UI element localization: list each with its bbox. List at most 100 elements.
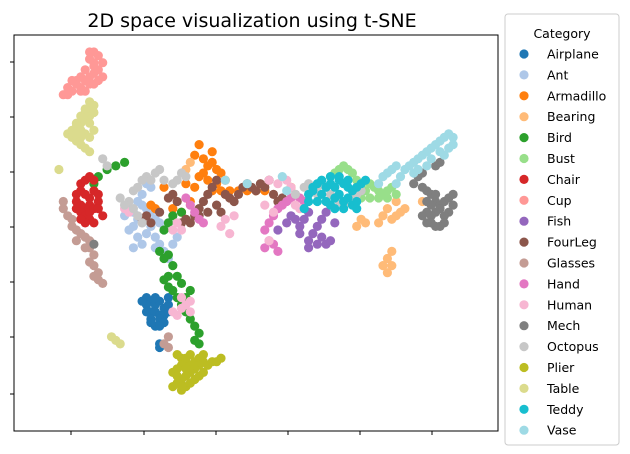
point-fourleg-9 xyxy=(185,218,195,228)
point-fish-7 xyxy=(295,229,305,239)
point-bust-15 xyxy=(391,189,401,199)
legend-marker-glasses xyxy=(519,258,529,268)
legend-items: Airplane Ant Armadillo Bearing Bird Bust Chair… xyxy=(519,47,606,438)
point-armadillo-27 xyxy=(159,182,169,192)
legend-label-airplane: Airplane xyxy=(547,47,599,62)
point-table-29 xyxy=(115,339,125,349)
point-octopus-11 xyxy=(181,172,191,182)
point-fish-6 xyxy=(286,211,296,221)
point-table-26 xyxy=(54,164,64,175)
point-cup-12 xyxy=(98,58,108,68)
legend-item-bust: Bust xyxy=(519,151,575,166)
point-table-9 xyxy=(71,118,81,128)
point-human-5 xyxy=(176,293,187,303)
point-octopus-15 xyxy=(120,200,130,210)
point-fourleg-25 xyxy=(260,182,270,192)
point-cup-24 xyxy=(89,61,99,71)
legend-item-hand: Hand xyxy=(519,276,580,291)
point-table-25 xyxy=(71,129,81,139)
point-teddy-5 xyxy=(330,182,340,192)
point-human-7 xyxy=(185,296,195,306)
point-glasses-3 xyxy=(67,214,77,224)
point-glasses-16 xyxy=(89,271,99,281)
point-ant-25 xyxy=(141,229,152,239)
point-bearing-13 xyxy=(382,268,392,278)
point-bust-5 xyxy=(347,168,357,178)
legend-item-cup: Cup xyxy=(519,193,572,208)
point-bird-13 xyxy=(168,261,178,271)
point-fourleg-18 xyxy=(229,196,239,207)
point-bird-7 xyxy=(168,211,178,221)
legend-item-fish: Fish xyxy=(519,214,571,229)
point-chair-24 xyxy=(98,211,108,221)
point-airplane-11 xyxy=(163,293,173,303)
chart-title: 2D space visualization using t-SNE xyxy=(87,10,416,32)
point-vase-22 xyxy=(448,132,458,142)
point-glasses-15 xyxy=(98,278,108,288)
point-hand-1 xyxy=(185,200,195,210)
legend-label-fourleg: FourLeg xyxy=(547,235,597,250)
point-glasses-21 xyxy=(163,332,173,342)
point-fourleg-2 xyxy=(146,218,156,228)
point-fourleg-13 xyxy=(203,189,213,199)
point-ant-21 xyxy=(168,239,178,249)
point-bird-18 xyxy=(168,285,178,296)
point-chair-19 xyxy=(93,204,103,214)
point-chair-25 xyxy=(71,204,81,214)
point-teddy-30 xyxy=(325,172,336,182)
point-table-22 xyxy=(89,107,99,118)
point-teddy-21 xyxy=(352,196,362,207)
point-human-4 xyxy=(168,225,178,235)
axis-ticks xyxy=(10,61,433,435)
point-cup-26 xyxy=(89,47,99,57)
point-armadillo-1 xyxy=(194,140,204,150)
legend-label-table: Table xyxy=(546,381,580,396)
legend-marker-octopus xyxy=(519,342,529,352)
point-fourleg-23 xyxy=(251,186,261,196)
point-chair-14 xyxy=(71,189,81,199)
legend-marker-fish xyxy=(519,216,529,226)
series-table xyxy=(54,97,125,349)
point-ant-24 xyxy=(133,232,143,242)
point-bust-16 xyxy=(382,193,392,203)
point-mech-21 xyxy=(422,218,432,228)
legend-label-human: Human xyxy=(547,297,592,312)
point-human-23 xyxy=(268,207,279,217)
point-bird-29 xyxy=(185,285,195,296)
point-armadillo-15 xyxy=(190,182,200,192)
legend-marker-human xyxy=(519,300,529,310)
series-glasses xyxy=(58,196,173,353)
point-bearing-15 xyxy=(382,253,392,264)
point-bearing-11 xyxy=(352,221,362,231)
point-bust-17 xyxy=(374,193,384,203)
point-armadillo-6 xyxy=(216,168,226,178)
point-mech-24 xyxy=(431,189,441,199)
point-bird-15 xyxy=(176,278,187,288)
point-cup-14 xyxy=(80,65,90,75)
point-mech-9 xyxy=(448,200,458,210)
legend-item-ant: Ant xyxy=(519,67,568,82)
legend-marker-teddy xyxy=(519,404,529,414)
point-octopus-9 xyxy=(172,175,182,185)
point-glasses-17 xyxy=(80,243,90,253)
point-fish-16 xyxy=(325,236,336,246)
point-cup-18 xyxy=(67,75,77,86)
point-human-24 xyxy=(264,236,274,246)
point-plier-28 xyxy=(172,371,182,381)
point-octopus-20 xyxy=(290,189,300,199)
point-teddy-25 xyxy=(304,196,314,207)
point-bearing-2 xyxy=(382,204,392,214)
point-human-13 xyxy=(229,211,239,221)
point-octopus-18 xyxy=(133,211,143,221)
point-teddy-24 xyxy=(312,196,322,207)
point-bearing-7 xyxy=(374,218,384,228)
point-bird-2 xyxy=(111,161,121,171)
point-octopus-16 xyxy=(115,193,125,203)
point-ant-6 xyxy=(124,225,134,235)
series-fourleg xyxy=(137,175,287,228)
point-human-17 xyxy=(273,179,283,189)
legend-label-bird: Bird xyxy=(547,130,572,145)
point-fish-10 xyxy=(312,221,322,231)
legend-label-cup: Cup xyxy=(547,193,572,208)
